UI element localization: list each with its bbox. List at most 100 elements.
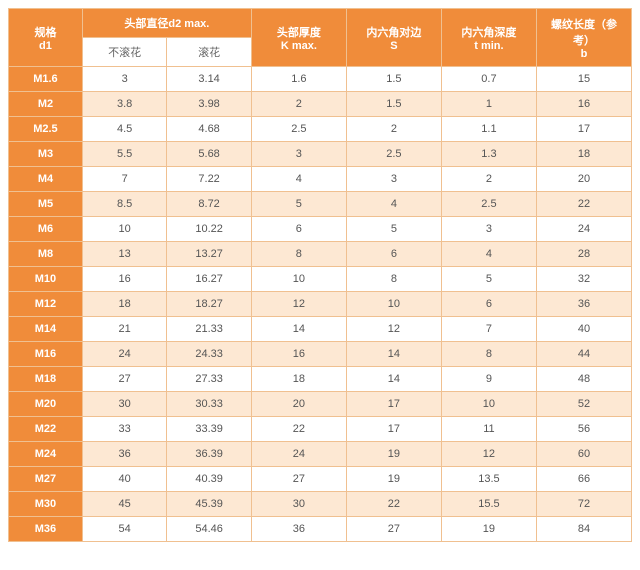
table-row: M304545.39302215.572: [9, 492, 632, 517]
cell-spec: M2: [9, 92, 83, 117]
cell-b: 24: [536, 217, 631, 242]
cell-d2a: 54: [82, 517, 166, 542]
cell-t: 10: [441, 392, 536, 417]
cell-spec: M22: [9, 417, 83, 442]
cell-s: 19: [346, 442, 441, 467]
cell-k: 1.6: [251, 67, 346, 92]
cell-k: 16: [251, 342, 346, 367]
table-row: M203030.3320171052: [9, 392, 632, 417]
table-row: M477.2243220: [9, 167, 632, 192]
cell-spec: M6: [9, 217, 83, 242]
cell-t: 2.5: [441, 192, 536, 217]
cell-s: 1.5: [346, 92, 441, 117]
cell-t: 7: [441, 317, 536, 342]
cell-k: 24: [251, 442, 346, 467]
cell-spec: M20: [9, 392, 83, 417]
cell-s: 22: [346, 492, 441, 517]
cell-b: 16: [536, 92, 631, 117]
cell-s: 10: [346, 292, 441, 317]
cell-d2a: 10: [82, 217, 166, 242]
header-spec-line2: d1: [13, 40, 78, 52]
header-b-line3: b: [541, 48, 627, 60]
cell-d2a: 5.5: [82, 142, 166, 167]
cell-k: 5: [251, 192, 346, 217]
cell-k: 20: [251, 392, 346, 417]
cell-k: 6: [251, 217, 346, 242]
cell-d2a: 30: [82, 392, 166, 417]
cell-d2b: 36.39: [167, 442, 251, 467]
cell-d2a: 36: [82, 442, 166, 467]
table-row: M1.633.141.61.50.715: [9, 67, 632, 92]
table-row: M35.55.6832.51.318: [9, 142, 632, 167]
cell-spec: M30: [9, 492, 83, 517]
header-spec: 规格 d1: [9, 9, 83, 67]
cell-s: 5: [346, 217, 441, 242]
cell-k: 2: [251, 92, 346, 117]
cell-b: 28: [536, 242, 631, 267]
cell-s: 14: [346, 367, 441, 392]
cell-d2b: 5.68: [167, 142, 251, 167]
cell-t: 13.5: [441, 467, 536, 492]
header-b: 螺纹长度（参 考） b: [536, 9, 631, 67]
cell-d2b: 27.33: [167, 367, 251, 392]
cell-k: 2.5: [251, 117, 346, 142]
cell-s: 1.5: [346, 67, 441, 92]
cell-k: 10: [251, 267, 346, 292]
cell-t: 1.3: [441, 142, 536, 167]
cell-t: 3: [441, 217, 536, 242]
cell-spec: M3: [9, 142, 83, 167]
table-row: M58.58.72542.522: [9, 192, 632, 217]
cell-s: 2.5: [346, 142, 441, 167]
cell-t: 8: [441, 342, 536, 367]
cell-d2a: 4.5: [82, 117, 166, 142]
cell-d2a: 18: [82, 292, 166, 317]
cell-d2b: 24.33: [167, 342, 251, 367]
cell-k: 18: [251, 367, 346, 392]
cell-b: 22: [536, 192, 631, 217]
table-row: M61010.2265324: [9, 217, 632, 242]
cell-d2b: 13.27: [167, 242, 251, 267]
table-header: 规格 d1 头部直径d2 max. 头部厚度 K max. 内六角对边 S 内六…: [9, 9, 632, 67]
cell-k: 8: [251, 242, 346, 267]
cell-spec: M12: [9, 292, 83, 317]
cell-t: 11: [441, 417, 536, 442]
cell-d2b: 18.27: [167, 292, 251, 317]
cell-b: 72: [536, 492, 631, 517]
table-row: M142121.331412740: [9, 317, 632, 342]
subheader-d2b: 滚花: [167, 38, 251, 67]
header-k: 头部厚度 K max.: [251, 9, 346, 67]
cell-b: 44: [536, 342, 631, 367]
cell-k: 30: [251, 492, 346, 517]
cell-spec: M2.5: [9, 117, 83, 142]
cell-d2a: 24: [82, 342, 166, 367]
cell-b: 20: [536, 167, 631, 192]
cell-d2b: 3.98: [167, 92, 251, 117]
cell-d2b: 40.39: [167, 467, 251, 492]
header-t-line1: 内六角深度: [446, 24, 532, 40]
cell-s: 17: [346, 417, 441, 442]
cell-s: 19: [346, 467, 441, 492]
cell-spec: M36: [9, 517, 83, 542]
cell-b: 18: [536, 142, 631, 167]
cell-b: 32: [536, 267, 631, 292]
cell-spec: M5: [9, 192, 83, 217]
cell-d2b: 7.22: [167, 167, 251, 192]
cell-d2b: 4.68: [167, 117, 251, 142]
table-body: M1.633.141.61.50.715M23.83.9821.5116M2.5…: [9, 67, 632, 542]
cell-s: 4: [346, 192, 441, 217]
header-s-line1: 内六角对边: [351, 24, 437, 40]
cell-t: 1.1: [441, 117, 536, 142]
table-row: M81313.2786428: [9, 242, 632, 267]
table-row: M101616.27108532: [9, 267, 632, 292]
header-spec-line1: 规格: [13, 24, 78, 40]
cell-spec: M24: [9, 442, 83, 467]
cell-t: 5: [441, 267, 536, 292]
cell-d2b: 30.33: [167, 392, 251, 417]
cell-d2a: 8.5: [82, 192, 166, 217]
cell-d2a: 16: [82, 267, 166, 292]
cell-spec: M4: [9, 167, 83, 192]
table-row: M2.54.54.682.521.117: [9, 117, 632, 142]
cell-spec: M27: [9, 467, 83, 492]
cell-d2a: 3: [82, 67, 166, 92]
cell-s: 3: [346, 167, 441, 192]
